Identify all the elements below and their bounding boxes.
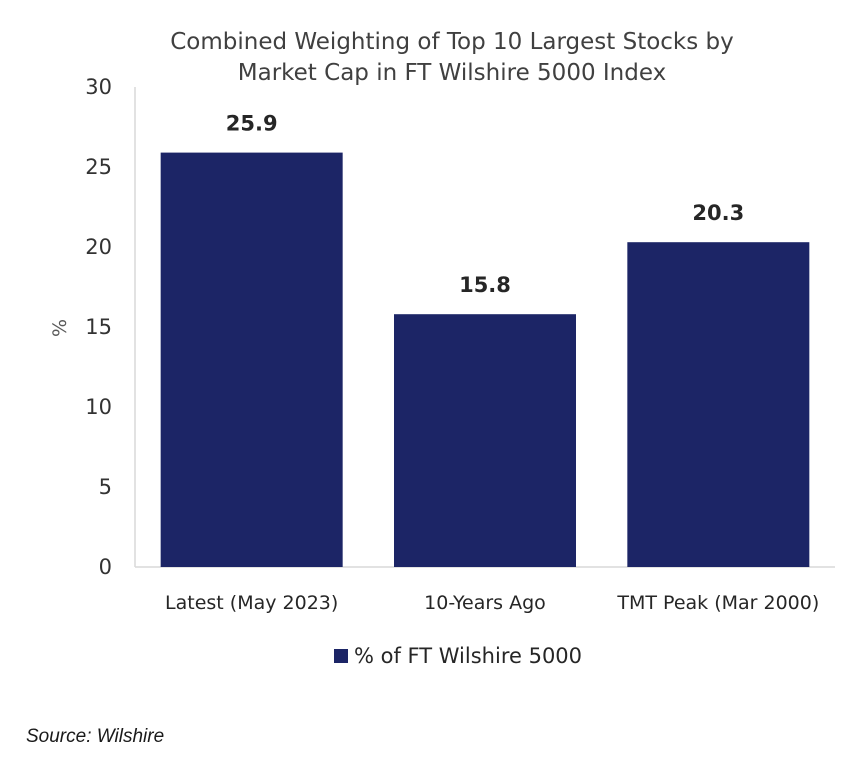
y-tick-label: 10 — [85, 395, 112, 419]
y-axis-label: % — [49, 319, 71, 337]
legend-label: % of FT Wilshire 5000 — [354, 644, 582, 668]
chart-title-line-1: Combined Weighting of Top 10 Largest Sto… — [170, 29, 734, 55]
y-tick-label: 5 — [99, 475, 112, 499]
x-category-label: TMT Peak (Mar 2000) — [616, 592, 819, 614]
y-tick-label: 25 — [85, 155, 112, 179]
legend-swatch — [334, 649, 348, 663]
y-tick-label: 15 — [85, 315, 112, 339]
bar-data-label: 25.9 — [226, 112, 278, 136]
chart-title-line-2: Market Cap in FT Wilshire 5000 Index — [238, 60, 666, 86]
bar — [394, 314, 576, 567]
bar-data-label: 20.3 — [692, 201, 744, 225]
bar-data-label: 15.8 — [459, 273, 511, 297]
legend: % of FT Wilshire 5000 — [334, 644, 582, 668]
y-axis-ticks: 0 5 10 15 20 25 30 — [85, 75, 112, 579]
bar — [627, 242, 810, 567]
x-category-label: 10-Years Ago — [424, 592, 546, 614]
y-tick-label: 0 — [99, 555, 112, 579]
x-category-label: Latest (May 2023) — [165, 592, 338, 614]
y-tick-label: 20 — [85, 235, 112, 259]
bars-group: 25.9 15.8 20.3 — [160, 112, 810, 567]
x-axis-categories: Latest (May 2023) 10-Years Ago TMT Peak (M… — [165, 592, 819, 614]
bar — [160, 152, 343, 567]
source-note: Source: Wilshire — [26, 726, 165, 747]
y-tick-label: 30 — [85, 75, 112, 99]
